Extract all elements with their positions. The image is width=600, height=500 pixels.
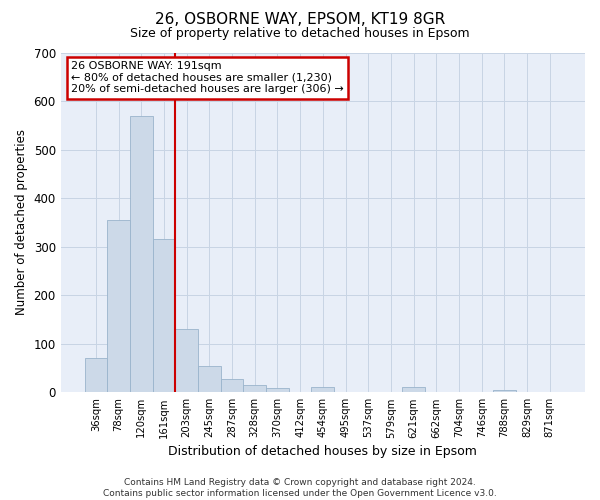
Bar [175, 329, 198, 392]
Bar [266, 388, 289, 392]
Text: Size of property relative to detached houses in Epsom: Size of property relative to detached ho… [130, 28, 470, 40]
Text: 26, OSBORNE WAY, EPSOM, KT19 8GR: 26, OSBORNE WAY, EPSOM, KT19 8GR [155, 12, 445, 28]
Text: 26 OSBORNE WAY: 191sqm
← 80% of detached houses are smaller (1,230)
20% of semi-: 26 OSBORNE WAY: 191sqm ← 80% of detached… [71, 61, 344, 94]
Bar [493, 390, 516, 392]
Bar [244, 385, 266, 392]
Bar [311, 388, 334, 392]
Bar [402, 388, 425, 392]
X-axis label: Distribution of detached houses by size in Epsom: Distribution of detached houses by size … [169, 444, 477, 458]
Y-axis label: Number of detached properties: Number of detached properties [15, 130, 28, 316]
Bar [130, 116, 152, 392]
Bar [107, 220, 130, 392]
Bar [198, 366, 221, 392]
Bar [152, 240, 175, 392]
Text: Contains HM Land Registry data © Crown copyright and database right 2024.
Contai: Contains HM Land Registry data © Crown c… [103, 478, 497, 498]
Bar [221, 379, 244, 392]
Bar [85, 358, 107, 392]
